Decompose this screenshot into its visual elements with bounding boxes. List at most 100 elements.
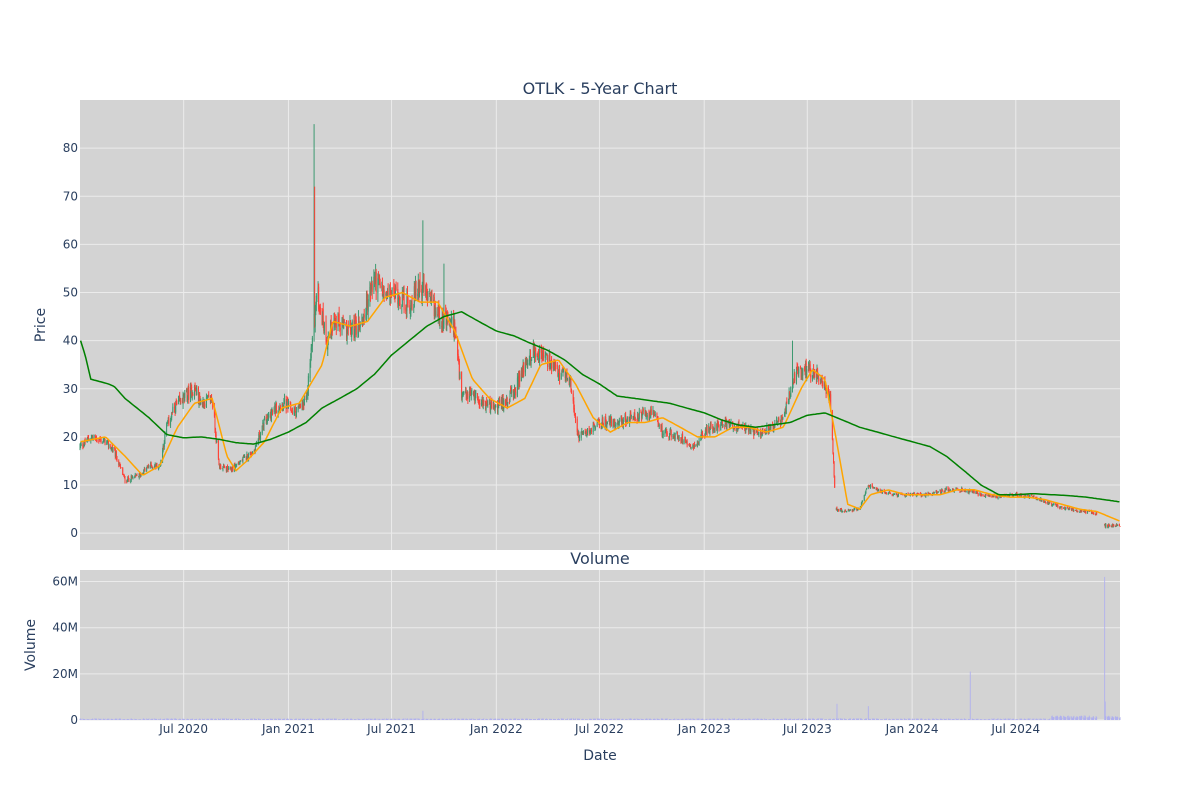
volume-bar xyxy=(629,719,631,720)
candle-body xyxy=(793,381,795,383)
candle-body xyxy=(228,467,230,470)
candle-body xyxy=(465,390,467,394)
candle-body xyxy=(318,307,320,310)
volume-bar xyxy=(258,718,260,720)
volume-bar xyxy=(347,718,349,720)
candle-body xyxy=(557,374,559,378)
volume-bar xyxy=(362,718,364,720)
volume-bar xyxy=(399,718,401,720)
volume-bar xyxy=(248,719,250,720)
volume-bar xyxy=(1084,718,1086,720)
volume-bar xyxy=(941,719,943,720)
volume-bar xyxy=(327,719,329,720)
candle-body xyxy=(411,302,413,308)
volume-bar xyxy=(621,719,623,720)
volume-bar xyxy=(447,718,449,720)
candle-body xyxy=(516,378,518,397)
volume-bar xyxy=(110,719,112,720)
candle-body xyxy=(314,316,316,326)
volume-bar xyxy=(326,718,328,720)
candle-body xyxy=(741,425,743,427)
candle-body xyxy=(342,316,344,328)
candle-body xyxy=(563,371,565,373)
volume-bar xyxy=(760,718,762,720)
volume-bar xyxy=(311,718,313,720)
candle-body xyxy=(151,465,153,468)
candle-body xyxy=(306,391,308,399)
volume-bar xyxy=(919,719,921,721)
volume-bar xyxy=(724,718,726,720)
candle-body xyxy=(704,434,706,436)
candle-body xyxy=(298,406,300,409)
volume-bar xyxy=(522,719,524,720)
volume-bar xyxy=(576,718,578,720)
volume-bar xyxy=(985,719,987,720)
candle-body xyxy=(111,447,113,451)
volume-bar xyxy=(822,718,824,720)
candle-body xyxy=(466,393,468,397)
volume-bar xyxy=(453,719,455,720)
candle-body xyxy=(688,444,690,447)
candle-body xyxy=(847,509,849,512)
volume-bar xyxy=(1061,717,1063,720)
candle-body xyxy=(291,411,293,414)
candle-body xyxy=(278,410,280,412)
volume-bar xyxy=(801,719,803,720)
volume-bar xyxy=(439,719,441,720)
candle-body xyxy=(527,363,529,366)
volume-bar xyxy=(403,718,405,720)
volume-bar xyxy=(692,718,694,720)
candle-body xyxy=(636,419,638,421)
volume-bar xyxy=(126,718,128,720)
volume-bar xyxy=(716,719,718,720)
volume-bar xyxy=(363,718,365,720)
candle-body xyxy=(698,442,700,444)
candle-body xyxy=(813,368,815,378)
candle-body xyxy=(876,488,878,490)
volume-bar xyxy=(773,719,775,720)
candle-body xyxy=(262,423,264,430)
candle-body xyxy=(492,401,494,407)
candle-body xyxy=(155,464,157,468)
candle-body xyxy=(937,491,939,493)
candle-body xyxy=(490,405,492,411)
candle-body xyxy=(297,407,299,411)
candle-body xyxy=(278,409,280,410)
volume-bar xyxy=(980,718,982,720)
candle-body xyxy=(84,440,86,446)
price-y-label: Price xyxy=(33,308,49,342)
candle-body xyxy=(150,463,152,466)
volume-bar xyxy=(120,718,121,720)
candle-body xyxy=(569,375,571,387)
volume-bar xyxy=(513,719,514,720)
volume-bar xyxy=(662,719,664,720)
volume-bar xyxy=(303,719,305,720)
candle-body xyxy=(1119,526,1121,527)
candle-body xyxy=(939,490,941,492)
volume-bar xyxy=(606,718,608,720)
candle-body xyxy=(765,432,767,434)
volume-bar xyxy=(128,719,130,720)
volume-bar xyxy=(693,718,694,720)
volume-bar xyxy=(371,719,373,720)
candle-body xyxy=(286,399,288,402)
candle-body xyxy=(829,394,831,398)
candle-body xyxy=(555,363,557,367)
candle-body xyxy=(166,424,168,426)
volume-bar xyxy=(427,718,428,720)
volume-bar xyxy=(490,718,492,720)
volume-bar xyxy=(1009,718,1011,720)
volume-bar xyxy=(1020,718,1022,720)
candle-body xyxy=(609,418,611,425)
candle-body xyxy=(309,363,311,379)
volume-bar xyxy=(829,718,831,720)
candle-body xyxy=(1024,494,1026,497)
volume-bar xyxy=(1060,716,1062,720)
volume-bar xyxy=(410,718,412,720)
volume-bar xyxy=(908,718,910,720)
candle-body xyxy=(399,296,401,304)
volume-bar xyxy=(114,718,116,720)
volume-bar xyxy=(506,718,508,720)
volume-bar xyxy=(953,718,955,720)
candle-body xyxy=(614,424,616,427)
